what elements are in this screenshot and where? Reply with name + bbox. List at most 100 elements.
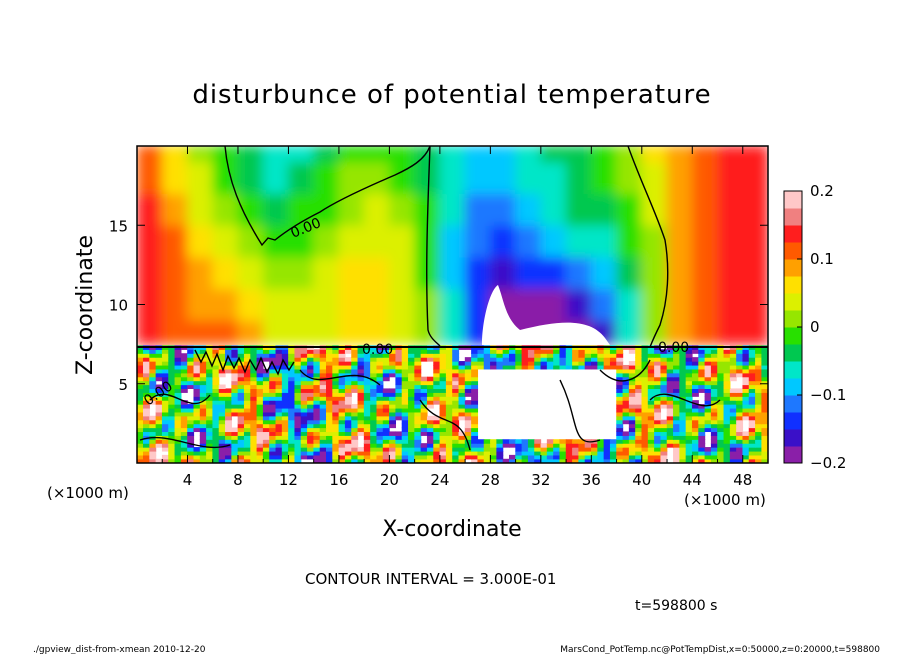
field-cell <box>673 396 680 401</box>
field-cell <box>616 450 624 456</box>
field-cell <box>546 353 554 358</box>
field-cell <box>370 431 378 436</box>
field-cell <box>471 353 479 358</box>
field-cell <box>471 388 479 393</box>
field-cell <box>616 193 643 226</box>
field-cell <box>445 388 453 393</box>
field-cell <box>357 423 365 429</box>
field-cell <box>717 423 725 429</box>
field-cell <box>508 361 516 366</box>
field-cell <box>143 392 150 397</box>
field-cell <box>616 400 624 405</box>
field-cell <box>288 443 296 448</box>
field-cell <box>414 357 422 362</box>
field-cell <box>161 357 169 362</box>
field-cell <box>294 376 302 382</box>
field-cell <box>225 458 232 463</box>
field-cell <box>540 353 548 358</box>
field-cell <box>433 376 441 382</box>
field-cell <box>635 411 643 417</box>
field-cell <box>288 388 296 393</box>
field-cell <box>584 357 592 362</box>
x-tick-label: 36 <box>582 471 601 489</box>
field-cell <box>193 364 201 370</box>
field-cell <box>269 353 277 358</box>
field-cell <box>250 353 258 358</box>
field-cell <box>307 407 314 413</box>
field-cell <box>679 349 687 354</box>
field-cell <box>591 353 598 358</box>
field-cell <box>143 447 150 452</box>
field-cell <box>326 431 333 436</box>
field-cell <box>344 447 352 452</box>
field-cell <box>641 411 649 417</box>
field-cell <box>761 372 768 378</box>
field-cell <box>389 454 397 460</box>
field-cell <box>363 388 371 393</box>
field-cell <box>206 376 214 382</box>
field-cell <box>546 364 554 370</box>
field-cell <box>679 400 687 405</box>
field-cell <box>281 427 289 433</box>
field-cell <box>761 427 768 433</box>
field-cell <box>376 376 384 382</box>
field-cell <box>414 388 422 393</box>
field-cell <box>199 419 207 425</box>
field-cell <box>622 368 630 374</box>
field-cell <box>326 458 333 463</box>
field-cell <box>717 349 725 354</box>
field-cell <box>458 458 466 463</box>
field-cell <box>313 361 321 366</box>
field-cell <box>698 357 706 362</box>
field-cell <box>231 380 239 386</box>
field-cell <box>647 435 655 440</box>
field-cell <box>143 415 150 421</box>
field-cell <box>256 380 264 386</box>
field-cell <box>635 396 643 401</box>
field-cell <box>281 400 289 405</box>
field-cell <box>250 396 258 401</box>
field-cell <box>300 435 308 440</box>
field-cell <box>143 435 150 440</box>
field-cell <box>755 400 762 405</box>
field-cell <box>433 361 441 366</box>
field-cell <box>344 423 352 429</box>
field-cell <box>326 361 333 366</box>
field-cell <box>521 443 529 448</box>
field-cell <box>748 415 756 421</box>
field-cell <box>691 364 699 370</box>
field-cell <box>307 353 314 358</box>
field-cell <box>186 161 214 195</box>
field-cell <box>237 349 245 354</box>
field-cell <box>149 450 157 456</box>
field-cell <box>477 450 485 456</box>
field-cell <box>300 380 308 386</box>
field-cell <box>439 161 466 195</box>
field-cell <box>389 443 397 448</box>
field-cell <box>256 447 264 452</box>
field-cell <box>275 439 283 444</box>
field-cell <box>698 364 706 370</box>
field-cell <box>433 443 441 448</box>
field-cell <box>187 357 195 362</box>
field-cell <box>546 443 554 448</box>
field-cell <box>622 396 630 401</box>
field-cell <box>439 357 447 362</box>
field-cell <box>445 443 453 448</box>
field-cell <box>300 368 308 374</box>
field-cell <box>357 458 365 463</box>
field-cell <box>628 384 636 390</box>
field-cell <box>382 404 390 409</box>
field-cell <box>515 193 542 226</box>
field-cell <box>187 349 195 354</box>
field-cell <box>609 353 617 358</box>
field-cell <box>679 380 687 386</box>
field-cell <box>729 368 737 374</box>
field-cell <box>338 427 346 433</box>
field-cell <box>357 404 365 409</box>
field-cell <box>137 376 144 382</box>
field-cell <box>344 404 352 409</box>
field-cell <box>471 439 479 444</box>
field-cell <box>433 357 441 362</box>
field-cell <box>237 357 245 362</box>
